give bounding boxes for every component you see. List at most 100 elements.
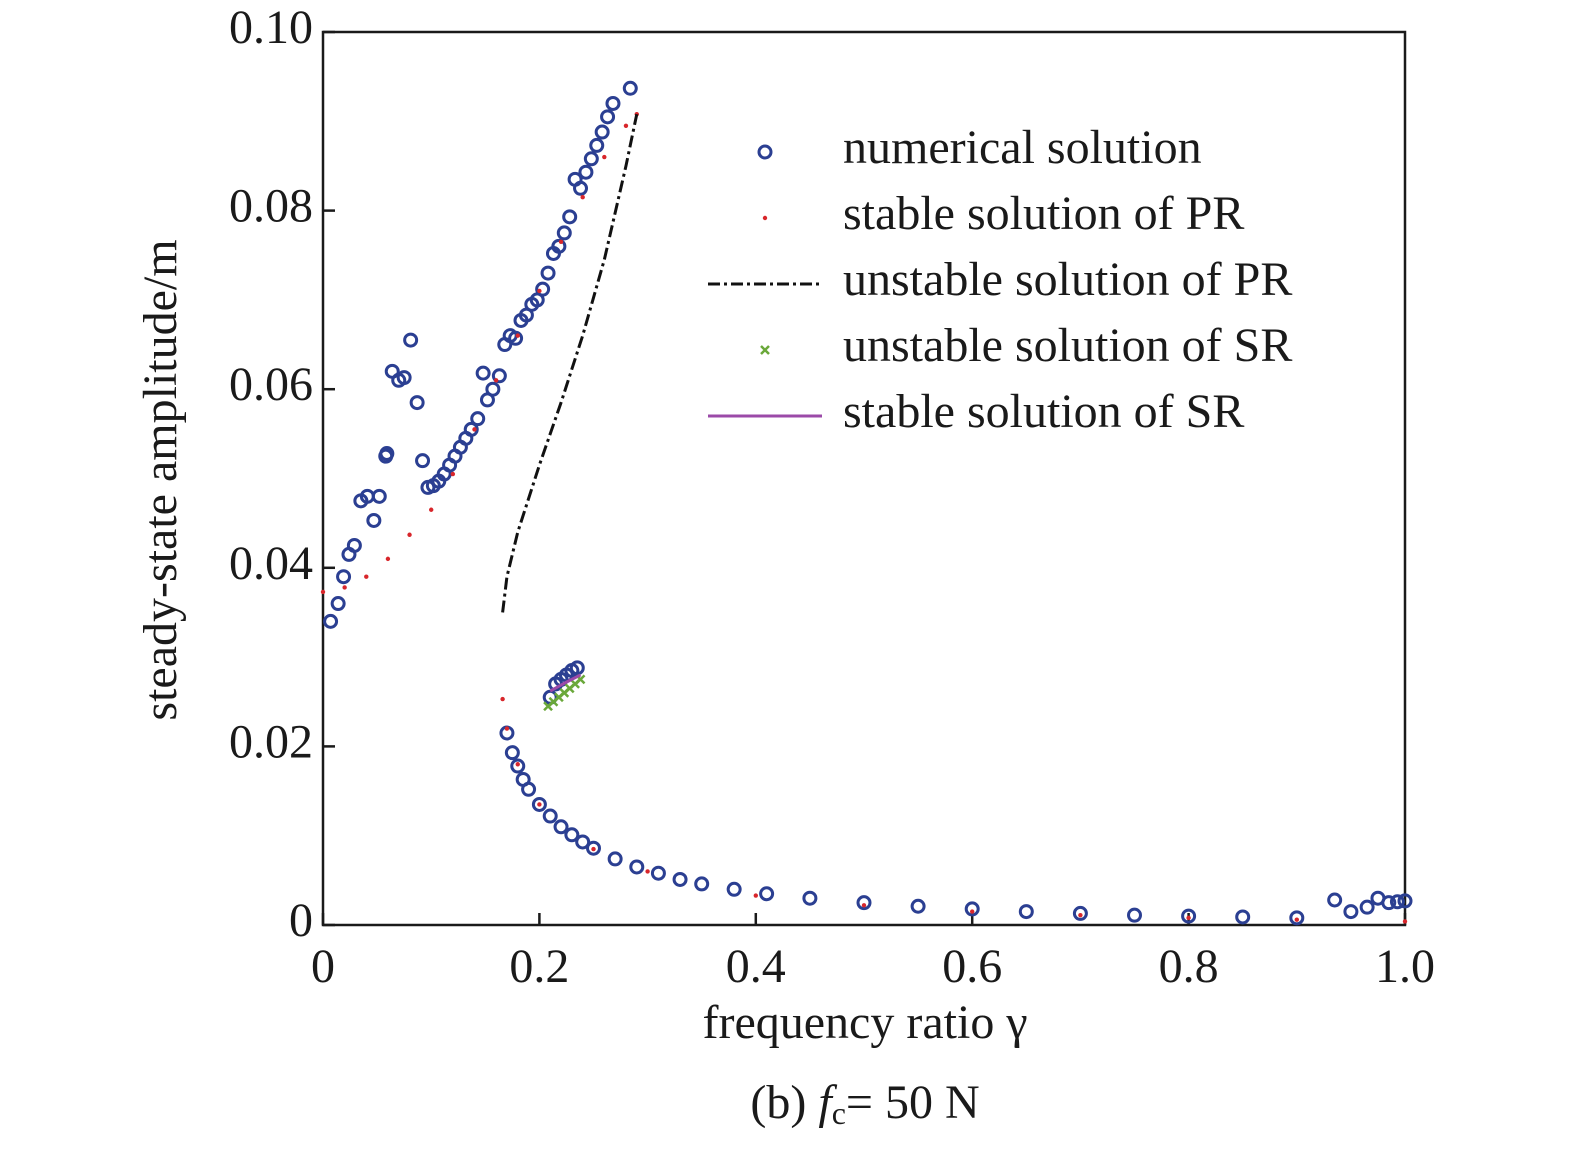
data-point	[583, 151, 599, 167]
data-point	[537, 802, 542, 807]
data-point	[463, 421, 479, 437]
data-point	[600, 109, 616, 125]
x-tick-label: 0.4	[726, 940, 786, 993]
y-axis-label: steady-state amplitude/m	[134, 239, 187, 720]
data-point	[586, 840, 601, 856]
data-point	[540, 265, 556, 281]
y-tick-label: 0.08	[229, 180, 313, 233]
data-point	[403, 332, 419, 348]
data-point	[623, 123, 629, 128]
data-point	[330, 596, 346, 612]
data-point	[385, 556, 391, 562]
data-point	[491, 368, 507, 384]
data-point	[551, 238, 567, 254]
legend-label: numerical solution	[843, 121, 1202, 174]
data-point	[753, 893, 758, 898]
data-point	[450, 471, 456, 477]
data-point	[515, 333, 520, 338]
legend-label: stable solution of SR	[843, 385, 1244, 438]
data-point	[542, 808, 558, 824]
data-point	[1359, 899, 1375, 915]
y-tick-label: 0.10	[229, 1, 313, 54]
data-point	[1181, 908, 1197, 924]
data-point	[320, 589, 326, 595]
data-point	[500, 696, 505, 702]
data-point	[1327, 892, 1343, 908]
data-point	[366, 512, 382, 528]
data-point	[379, 445, 395, 461]
data-point	[1389, 894, 1405, 910]
data-point	[564, 827, 580, 843]
data-point	[521, 781, 537, 797]
data-point	[575, 834, 591, 850]
data-point	[429, 507, 434, 512]
data-point	[650, 865, 666, 881]
caption-prefix: (b)	[750, 1076, 806, 1129]
data-point	[323, 613, 339, 629]
data-point	[1397, 893, 1413, 909]
y-tick-label: 0	[289, 894, 313, 947]
data-point	[510, 758, 526, 774]
data-point	[694, 876, 710, 892]
data-point	[964, 901, 980, 917]
y-tick-label: 0.02	[229, 715, 313, 768]
legend-marker	[762, 215, 768, 221]
data-point	[1078, 912, 1083, 918]
data-point	[1289, 910, 1305, 926]
data-point	[1186, 915, 1191, 921]
data-point	[602, 154, 607, 160]
data-point	[1294, 917, 1300, 922]
data-point	[591, 846, 596, 852]
caption-rest: = 50 N	[846, 1076, 980, 1129]
data-point	[472, 427, 477, 432]
data-point	[759, 886, 775, 902]
data-point	[607, 851, 623, 867]
legend-label: unstable solution of SR	[843, 319, 1292, 372]
data-point	[396, 370, 412, 386]
y-tick-label: 0.06	[229, 358, 313, 411]
data-point	[1343, 904, 1359, 920]
data-point	[645, 869, 650, 874]
x-axis-label: frequency ratio γ	[702, 996, 1027, 1049]
x-tick-label: 0.6	[942, 940, 1002, 993]
x-tick-label: 1.0	[1375, 940, 1435, 993]
data-point	[531, 796, 547, 812]
legend-marker	[760, 345, 770, 355]
data-point	[589, 137, 605, 153]
data-point	[407, 532, 412, 537]
data-point	[856, 895, 872, 911]
data-point	[537, 288, 542, 294]
data-point	[504, 745, 520, 761]
caption-subscript: c	[832, 1095, 846, 1131]
data-point	[346, 537, 362, 553]
data-point	[1235, 909, 1251, 925]
data-point	[508, 330, 524, 346]
data-point	[364, 574, 369, 579]
data-point	[1402, 919, 1408, 924]
data-point	[342, 585, 347, 590]
data-point	[1381, 895, 1397, 911]
legend-marker	[757, 144, 773, 160]
caption: (b) fc= 50 N	[750, 1076, 979, 1131]
data-point	[556, 225, 572, 241]
y-tick-label: 0.04	[229, 537, 313, 590]
data-point	[580, 195, 585, 200]
data-point	[1018, 904, 1034, 920]
data-point	[504, 726, 510, 731]
data-point	[493, 378, 499, 383]
data-line	[501, 113, 639, 613]
data-point	[629, 859, 645, 875]
data-point	[861, 903, 867, 908]
data-point	[910, 898, 926, 914]
data-point	[726, 881, 742, 897]
data-point	[605, 95, 621, 111]
plot-frame	[321, 30, 1407, 927]
data-line	[549, 673, 582, 693]
data-point	[409, 395, 425, 411]
data-point	[553, 819, 569, 835]
data-point	[475, 365, 491, 381]
data-point	[970, 909, 975, 914]
data-point	[802, 890, 818, 906]
legend-label: stable solution of PR	[843, 187, 1244, 240]
data-point	[470, 411, 486, 427]
